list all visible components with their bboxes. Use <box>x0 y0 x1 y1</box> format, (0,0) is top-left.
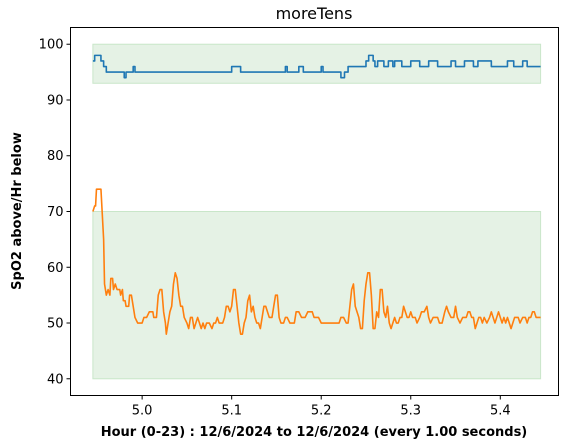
y-tick-label: 80 <box>47 149 64 164</box>
x-tick-label: 5.1 <box>221 404 242 419</box>
x-tick-label: 5.2 <box>311 404 332 419</box>
x-tick-label: 5.4 <box>490 404 511 419</box>
y-tick-label: 100 <box>39 38 64 53</box>
x-axis-label: Hour (0-23) : 12/6/2024 to 12/6/2024 (ev… <box>101 425 528 440</box>
x-axis: 5.0 5.1 5.2 5.3 5.4 <box>132 395 511 419</box>
y-axis-label: SpO2 above/Hr below <box>10 132 25 290</box>
y-axis: 40 50 60 70 80 90 100 <box>39 38 71 387</box>
y-tick-label: 60 <box>47 261 64 276</box>
y-tick-label: 70 <box>47 205 64 220</box>
y-tick-label: 40 <box>47 372 64 387</box>
hr-band <box>92 211 542 380</box>
y-tick-label: 90 <box>47 93 64 108</box>
series-layer <box>92 54 541 335</box>
series-line-1 <box>92 54 541 79</box>
chart-title: moreTens <box>276 4 353 23</box>
x-tick-label: 5.0 <box>132 404 153 419</box>
spo2-normal-band <box>92 43 542 84</box>
bands-layer <box>92 43 542 380</box>
series-line-2 <box>92 188 541 335</box>
y-tick-label: 50 <box>47 317 64 332</box>
x-tick-label: 5.3 <box>400 404 421 419</box>
